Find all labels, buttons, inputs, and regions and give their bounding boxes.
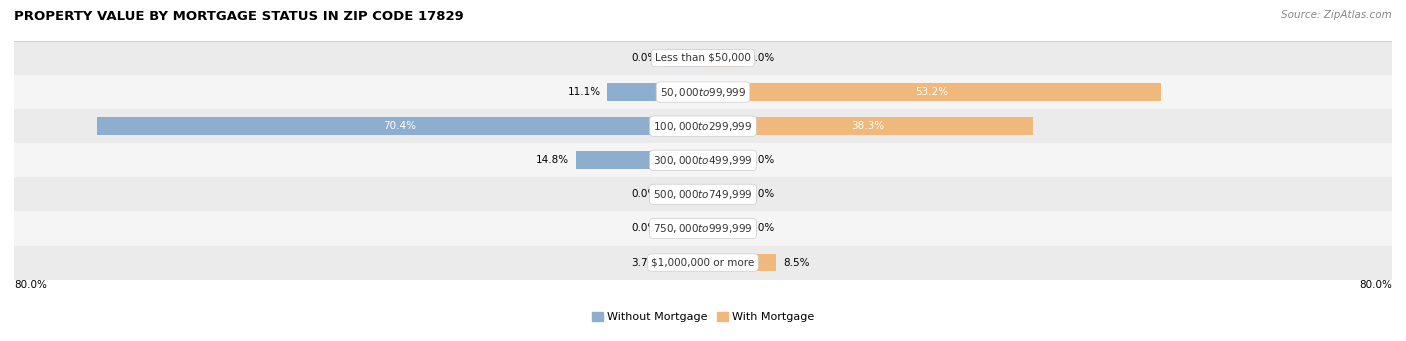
Bar [14, 75, 1392, 109]
Text: $300,000 to $499,999: $300,000 to $499,999 [654, 154, 752, 167]
Text: $1,000,000 or more: $1,000,000 or more [651, 257, 755, 268]
Text: 80.0%: 80.0% [14, 280, 46, 290]
Text: 8.5%: 8.5% [783, 257, 810, 268]
Bar [607, 83, 703, 101]
Text: Source: ZipAtlas.com: Source: ZipAtlas.com [1281, 10, 1392, 20]
Bar [14, 41, 1392, 75]
Text: 3.7%: 3.7% [631, 257, 658, 268]
Bar [664, 186, 703, 203]
Bar [14, 109, 1392, 143]
Text: $100,000 to $299,999: $100,000 to $299,999 [654, 120, 752, 133]
Text: 0.0%: 0.0% [748, 155, 775, 165]
Bar [14, 143, 1392, 177]
Text: 0.0%: 0.0% [748, 189, 775, 199]
Bar [703, 83, 1161, 101]
Text: 53.2%: 53.2% [915, 87, 949, 97]
Bar [703, 117, 1033, 135]
Bar [703, 220, 742, 237]
Bar [664, 49, 703, 67]
Text: $500,000 to $749,999: $500,000 to $749,999 [654, 188, 752, 201]
Text: 0.0%: 0.0% [631, 189, 658, 199]
Bar [703, 49, 742, 67]
Text: $50,000 to $99,999: $50,000 to $99,999 [659, 86, 747, 99]
Bar [703, 186, 742, 203]
Text: Less than $50,000: Less than $50,000 [655, 53, 751, 63]
Bar [14, 211, 1392, 246]
Text: 0.0%: 0.0% [631, 53, 658, 63]
Text: $750,000 to $999,999: $750,000 to $999,999 [654, 222, 752, 235]
Legend: Without Mortgage, With Mortgage: Without Mortgage, With Mortgage [588, 308, 818, 327]
Bar [14, 177, 1392, 211]
Text: 80.0%: 80.0% [1360, 280, 1392, 290]
Bar [14, 246, 1392, 280]
Bar [703, 254, 776, 271]
Text: 70.4%: 70.4% [384, 121, 416, 131]
Bar [664, 254, 703, 271]
Text: 0.0%: 0.0% [748, 53, 775, 63]
Text: 11.1%: 11.1% [568, 87, 600, 97]
Bar [664, 220, 703, 237]
Bar [97, 117, 703, 135]
Text: 38.3%: 38.3% [852, 121, 884, 131]
Text: 14.8%: 14.8% [536, 155, 568, 165]
Text: 0.0%: 0.0% [748, 223, 775, 234]
Text: 0.0%: 0.0% [631, 223, 658, 234]
Bar [575, 151, 703, 169]
Text: PROPERTY VALUE BY MORTGAGE STATUS IN ZIP CODE 17829: PROPERTY VALUE BY MORTGAGE STATUS IN ZIP… [14, 10, 464, 23]
Bar [703, 151, 742, 169]
